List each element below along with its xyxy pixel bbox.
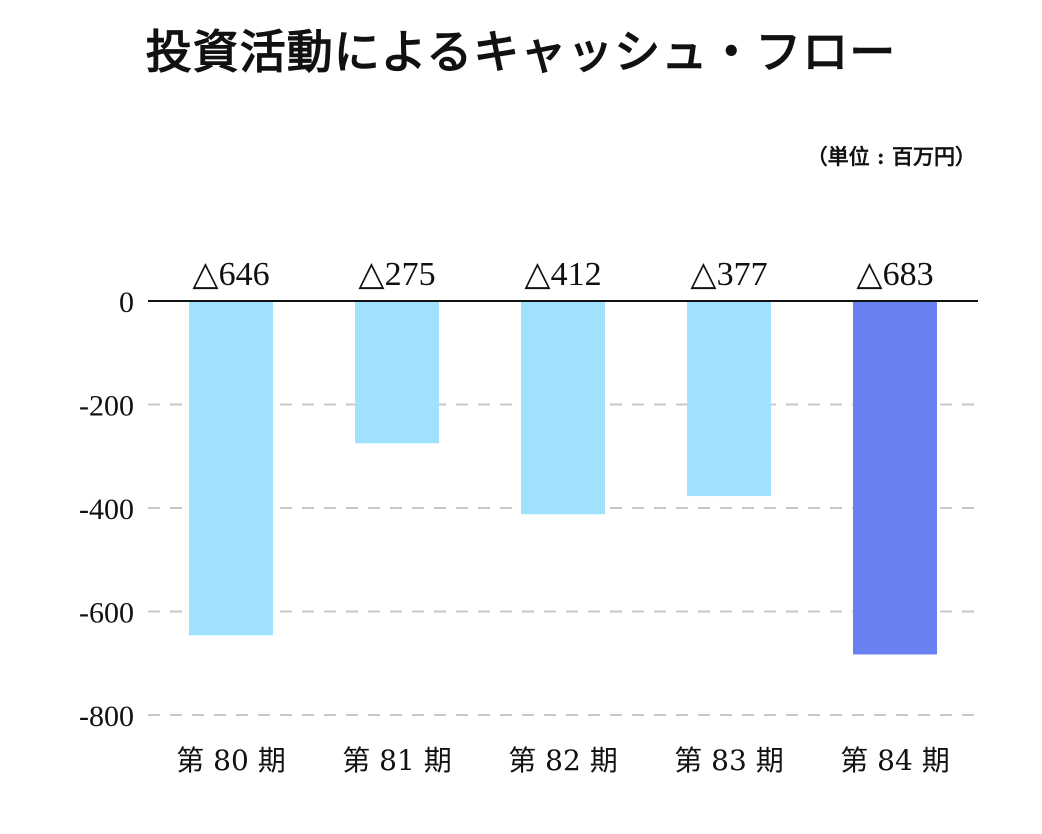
bar <box>189 301 273 636</box>
data-labels: △646 △275 △412 △377 △683 <box>192 256 933 293</box>
bar <box>687 301 771 497</box>
data-label: △275 <box>358 256 435 293</box>
data-label: △683 <box>856 256 933 293</box>
bar <box>853 301 937 655</box>
x-tick-label: 第 84 期 <box>840 744 949 777</box>
gridlines <box>148 403 978 716</box>
y-axis: 0 -200 -400 -600 -800 <box>79 286 978 733</box>
x-tick-label: 第 80 期 <box>176 744 285 777</box>
x-tick-label: 第 83 期 <box>674 744 783 777</box>
bars <box>189 301 937 655</box>
data-label: △646 <box>192 256 269 293</box>
data-label: △412 <box>524 256 601 293</box>
data-label: △377 <box>690 256 767 293</box>
x-axis: 第 80 期 第 81 期 第 82 期 第 83 期 第 84 期 <box>176 744 949 777</box>
x-tick-label: 第 81 期 <box>342 744 451 777</box>
y-tick-label: -200 <box>79 390 134 423</box>
y-tick-label: -600 <box>79 597 134 630</box>
chart-title: 投資活動によるキャッシュ・フロー <box>145 25 897 79</box>
y-tick-label: 0 <box>119 286 134 319</box>
unit-label: （単位 : 百万円） <box>806 144 976 169</box>
bar <box>355 301 439 444</box>
y-tick-label: -800 <box>79 700 134 733</box>
y-tick-label: -400 <box>79 493 134 526</box>
bar <box>521 301 605 515</box>
x-tick-label: 第 82 期 <box>508 744 617 777</box>
